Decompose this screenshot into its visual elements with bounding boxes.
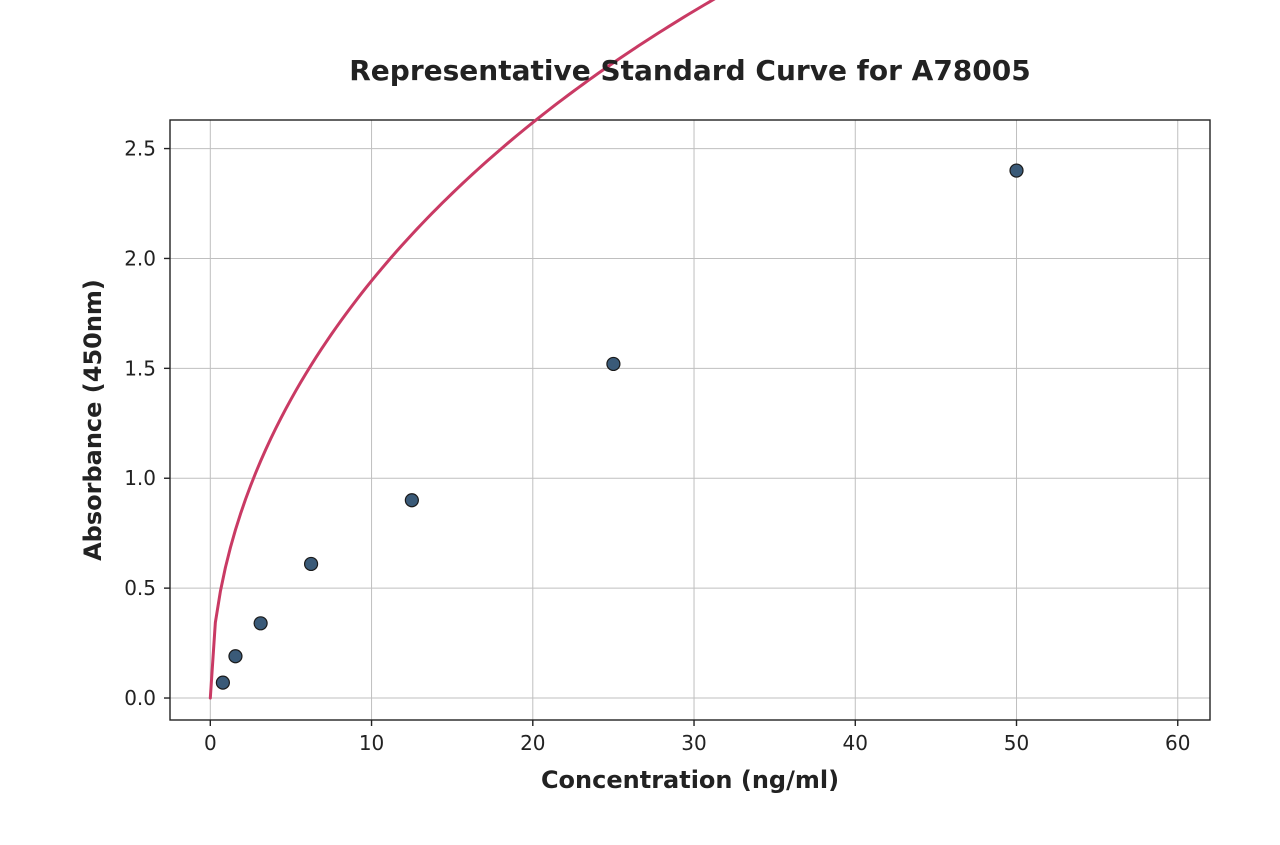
y-tick-label: 0.0: [124, 686, 156, 710]
plot-frame: [170, 120, 1210, 720]
data-point: [405, 494, 418, 507]
data-point: [1010, 164, 1023, 177]
fitted-curve: [210, 0, 1016, 698]
x-axis-label: Concentration (ng/ml): [541, 766, 839, 794]
x-tick-label: 40: [843, 731, 868, 755]
scatter-layer: [216, 164, 1023, 689]
x-tick-label: 20: [520, 731, 545, 755]
x-tick-label: 30: [681, 731, 706, 755]
y-tick-label: 1.0: [124, 466, 156, 490]
x-tick-label: 0: [204, 731, 217, 755]
x-tick-label: 10: [359, 731, 384, 755]
x-tick-label: 60: [1165, 731, 1190, 755]
data-point: [254, 617, 267, 630]
data-point: [305, 557, 318, 570]
tick-labels-layer: 0 10 20 30 40 50 60 0.0 0.5 1.0 1.5 2.0 2.5: [124, 137, 1190, 755]
x-tick-label: 50: [1004, 731, 1029, 755]
chart-container: 0 10 20 30 40 50 60 0.0 0.5 1.0 1.5 2.0 2.5 Represen…: [0, 0, 1280, 845]
data-point: [229, 650, 242, 663]
axis-layer: [164, 120, 1210, 726]
y-tick-label: 2.0: [124, 246, 156, 270]
data-point: [607, 357, 620, 370]
chart-title: Representative Standard Curve for A78005: [349, 54, 1031, 87]
curve-layer: [210, 0, 1016, 698]
standard-curve-chart: 0 10 20 30 40 50 60 0.0 0.5 1.0 1.5 2.0 2.5 Represen…: [0, 0, 1280, 845]
data-point: [216, 676, 229, 689]
grid-layer: [170, 120, 1210, 720]
y-tick-label: 1.5: [124, 356, 156, 380]
y-tick-label: 2.5: [124, 137, 156, 161]
y-axis-label: Absorbance (450nm): [79, 279, 107, 561]
y-tick-label: 0.5: [124, 576, 156, 600]
